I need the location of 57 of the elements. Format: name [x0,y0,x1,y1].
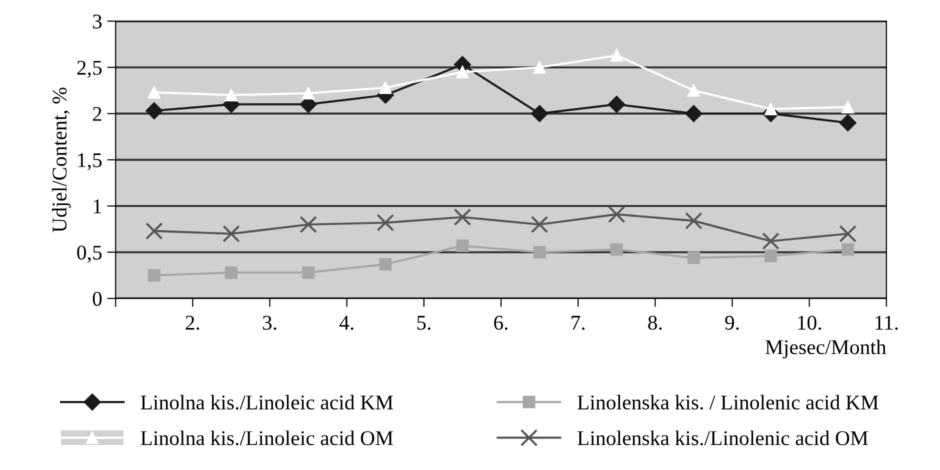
legend-label: Linolna kis./Linoleic acid KM [140,394,393,410]
point [608,96,626,113]
point [302,87,315,100]
x-tick-label: 6. [494,316,508,330]
point [146,102,163,120]
x-tick-label: 8. [648,316,662,330]
point [148,86,160,99]
y-tick-label: 2 [92,107,102,121]
y-tick-label: 0 [92,292,102,306]
point [842,243,854,256]
x-tick-label: 4. [339,316,354,330]
point [300,216,318,234]
point [224,266,238,279]
point [610,243,623,256]
point [685,105,702,122]
y-tick-label: 1,5 [78,153,102,170]
x-tick-label: 5. [417,316,430,330]
point [302,266,315,279]
point [224,88,238,102]
legend-label: Linolenska kis. / Linolenic acid KM [578,394,878,410]
y-tick-label: 0,5 [77,246,102,263]
point [145,222,163,240]
point [762,232,780,250]
point [533,246,546,258]
x-tick-label: 7. [572,316,585,330]
x-tick-label: 10. [798,316,821,330]
y-tick-label: 3 [93,14,102,29]
point [456,240,469,252]
x-tick-label: 3. [262,316,276,330]
point [685,212,702,230]
legend-label: Linolenska kis./Linolenic acid OM [578,430,868,446]
y-axis-title: Udjel/Content, % [52,88,71,232]
point [839,114,856,132]
point [531,105,548,122]
y-tick-label: 2,5 [77,60,102,78]
point [530,216,548,234]
point [376,214,394,232]
point [608,206,626,224]
x-tick-label: 11. [876,316,898,330]
point [764,250,778,262]
point [379,258,392,270]
point [148,269,160,282]
x-tick-label: 9. [725,316,739,330]
point [379,81,392,94]
point [610,49,623,62]
y-tick-label: 1 [94,199,102,214]
x-tick-label: 2. [186,316,200,330]
point [687,84,700,97]
point [687,252,700,264]
x-axis-title: Mjesec/Month [766,340,886,358]
point [533,61,546,74]
point [454,208,472,226]
point [456,66,469,78]
point [842,100,854,114]
point [222,225,240,242]
point [839,225,857,242]
legend-label: Linolna kis./Linoleic acid OM [140,430,393,446]
